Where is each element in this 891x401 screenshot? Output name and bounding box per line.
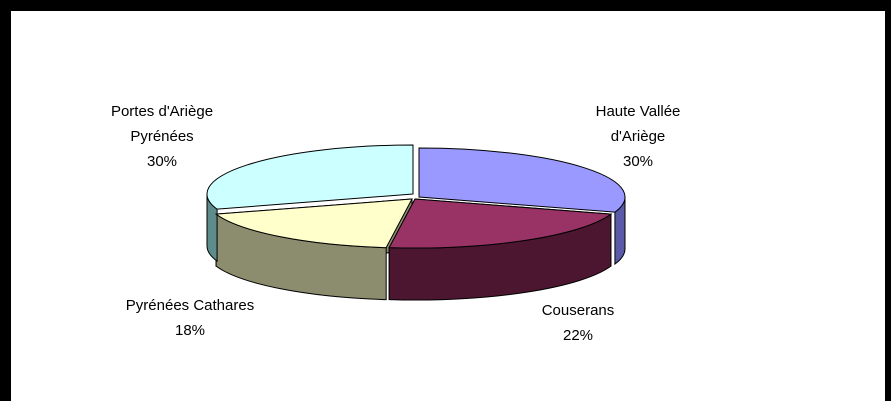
slice-label-portes-d-ariege-pyrenees: Portes d'Ariège — [111, 103, 213, 120]
pie-slice-pyrenees-cathares — [214, 198, 413, 249]
slice-percent-portes-d-ariege-pyrenees: 30% — [147, 153, 177, 170]
slice-label-pyrenees-cathares: Pyrénées Cathares — [126, 297, 254, 314]
slice-percent-haute-vallee-d-ariege: 30% — [623, 153, 653, 170]
slice-label-couserans: Couserans — [542, 302, 615, 319]
pie-slice-haute-vallee-d-ariege — [418, 147, 626, 213]
slice-percent-couserans: 22% — [563, 327, 593, 344]
pie-slice-couserans — [388, 198, 613, 249]
slice-label-haute-vallee-d-ariege: Haute Vallée — [596, 103, 681, 120]
pie-slice-portes-d-ariege-pyrenees — [206, 144, 414, 210]
slice-percent-pyrenees-cathares: 18% — [175, 322, 205, 339]
slice-label-portes-d-ariege-pyrenees: Pyrénées — [130, 128, 193, 145]
slice-label-haute-vallee-d-ariege: d'Ariège — [611, 128, 666, 145]
